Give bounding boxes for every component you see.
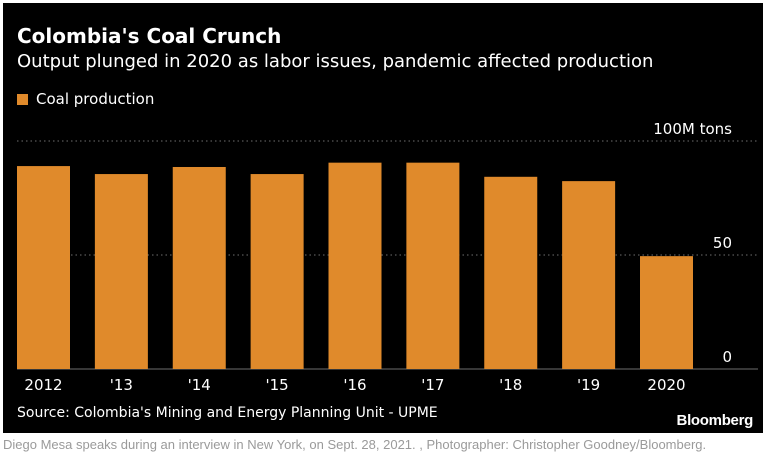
source-note: Source: Colombia's Mining and Energy Pla… bbox=[17, 405, 438, 421]
bars bbox=[17, 162, 693, 369]
chart-panel: Colombia's Coal Crunch Output plunged in… bbox=[3, 3, 763, 433]
bar-19 bbox=[562, 181, 616, 369]
x-tick-label: '17 bbox=[421, 376, 444, 394]
bar-14 bbox=[172, 166, 226, 369]
y-tick-label: 100M tons bbox=[653, 120, 732, 138]
y-tick-label: 50 bbox=[713, 234, 732, 252]
bar-2020 bbox=[640, 256, 693, 369]
x-tick-label: '16 bbox=[343, 376, 366, 394]
bar-16 bbox=[328, 162, 382, 369]
bar-15 bbox=[250, 174, 304, 369]
x-tick-label: 2012 bbox=[24, 376, 62, 394]
bloomberg-logo: Bloomberg bbox=[676, 412, 754, 429]
x-axis-ticks: 2012 '13 '14 '15 '16 '17 '18 '19 2020 bbox=[24, 376, 685, 394]
bar-17 bbox=[406, 162, 460, 369]
x-tick-label: 2020 bbox=[647, 376, 685, 394]
chart-title: Colombia's Coal Crunch bbox=[17, 24, 282, 48]
x-tick-label: '15 bbox=[266, 376, 289, 394]
bar-18 bbox=[484, 176, 538, 369]
x-tick-label: '14 bbox=[188, 376, 211, 394]
bar-2012 bbox=[17, 166, 70, 369]
photo-caption: Diego Mesa speaks during an interview in… bbox=[3, 437, 707, 452]
x-tick-label: '13 bbox=[110, 376, 133, 394]
legend: Coal production bbox=[17, 90, 154, 108]
legend-label: Coal production bbox=[36, 90, 155, 108]
y-tick-label: 0 bbox=[722, 348, 732, 366]
bar-13 bbox=[94, 174, 148, 369]
y-axis-ticks: 100M tons 50 0 bbox=[653, 120, 732, 366]
x-tick-label: '19 bbox=[577, 376, 600, 394]
x-tick-label: '18 bbox=[499, 376, 522, 394]
chart-subtitle: Output plunged in 2020 as labor issues, … bbox=[17, 51, 654, 72]
legend-swatch bbox=[17, 93, 28, 105]
